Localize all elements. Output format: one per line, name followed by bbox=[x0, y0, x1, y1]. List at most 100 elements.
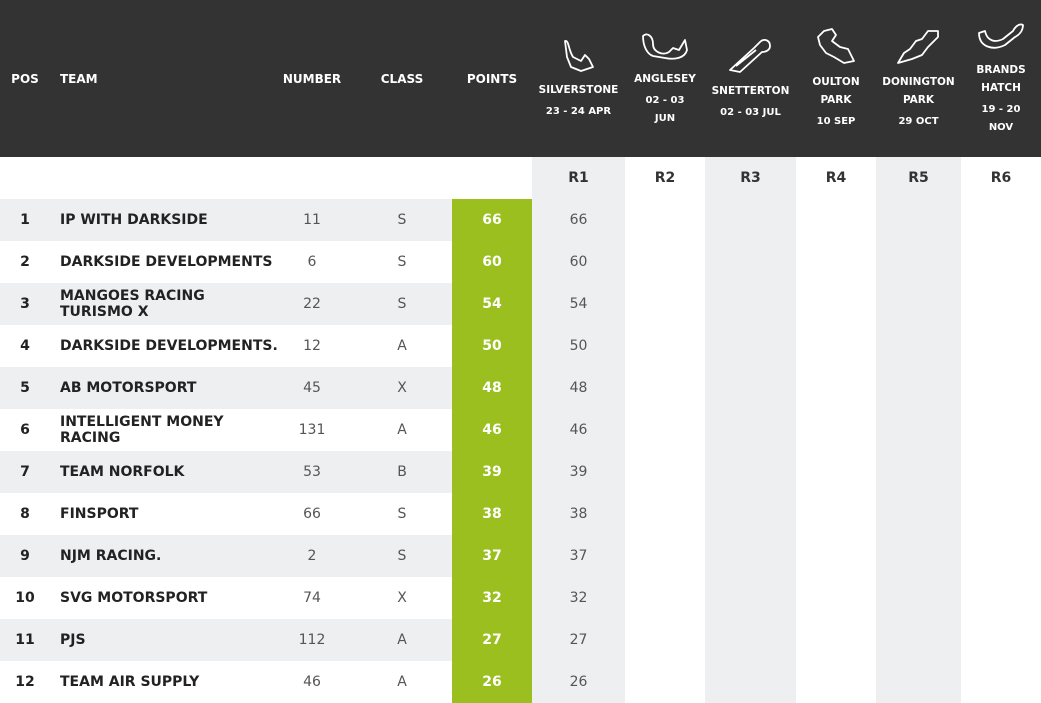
row-points: 37 bbox=[482, 548, 502, 564]
row-number: 74 bbox=[303, 590, 321, 606]
track-name-line: PARK bbox=[902, 93, 935, 106]
row-number: 2 bbox=[307, 548, 317, 564]
row-number: 6 bbox=[307, 254, 317, 270]
row-number: 22 bbox=[303, 296, 321, 312]
points-header: POINTS bbox=[466, 71, 518, 86]
donington-park-track-icon bbox=[896, 29, 939, 64]
round-label-r2: R2 bbox=[654, 170, 676, 186]
row-r1-points: 27 bbox=[569, 632, 588, 648]
row-r1-points: 39 bbox=[569, 464, 588, 480]
track-name: SILVERSTONE bbox=[539, 81, 619, 99]
track-date-line: NOV bbox=[988, 121, 1014, 133]
snetterton-track-icon bbox=[728, 38, 771, 73]
round-column-bg-r5 bbox=[876, 157, 961, 703]
row-points: 26 bbox=[482, 674, 502, 690]
row-class: S bbox=[397, 548, 407, 564]
row-class: A bbox=[397, 632, 407, 648]
row-points: 48 bbox=[482, 380, 502, 396]
row-team: DARKSIDE DEVELOPMENTS bbox=[60, 254, 273, 270]
row-class: S bbox=[397, 506, 407, 522]
row-class: S bbox=[397, 254, 407, 270]
row-team: AB MOTORSPORT bbox=[60, 380, 197, 396]
row-r1-points: 54 bbox=[569, 296, 588, 312]
row-position: 8 bbox=[20, 506, 30, 522]
row-class: A bbox=[397, 674, 407, 690]
row-class: X bbox=[397, 380, 407, 396]
row-position: 6 bbox=[20, 422, 30, 438]
track-date: 10 SEP bbox=[817, 113, 856, 131]
track-header-brands-hatch: BRANDS HATCH 19 - 20 NOV bbox=[961, 0, 1041, 157]
track-date: 02 - 03 JUN bbox=[646, 92, 685, 128]
table-row: 5 AB MOTORSPORT 45 X 48 48 bbox=[0, 367, 1041, 409]
table-row: 1 IP WITH DARKSIDE 11 S 66 66 bbox=[0, 199, 1041, 241]
row-position: 5 bbox=[20, 380, 30, 396]
row-points: 54 bbox=[482, 296, 502, 312]
row-r1-points: 60 bbox=[569, 254, 588, 270]
oulton-park-track-icon bbox=[817, 27, 855, 64]
row-position: 3 bbox=[20, 296, 30, 312]
class-header: CLASS bbox=[380, 71, 424, 86]
table-row: 4 DARKSIDE DEVELOPMENTS. 12 A 50 50 bbox=[0, 325, 1041, 367]
track-header-oulton-park: OULTON PARK 10 SEP bbox=[796, 0, 876, 157]
row-team: FINSPORT bbox=[60, 506, 139, 522]
row-class: S bbox=[397, 296, 407, 312]
row-r1-points: 66 bbox=[569, 212, 588, 228]
track-date-line: 10 SEP bbox=[816, 115, 856, 127]
row-team: INTELLIGENT MONEY RACING bbox=[60, 414, 224, 446]
row-number: 66 bbox=[303, 506, 321, 522]
row-number: 45 bbox=[303, 380, 321, 396]
row-position: 1 bbox=[20, 212, 30, 228]
round-column-bg-r1 bbox=[532, 157, 625, 703]
row-stripe bbox=[0, 451, 452, 493]
track-date-line: 23 - 24 APR bbox=[545, 105, 612, 117]
row-number: 112 bbox=[298, 632, 326, 648]
round-label-r4: R4 bbox=[825, 170, 847, 186]
table-row: 9 NJM RACING. 2 S 37 37 bbox=[0, 535, 1041, 577]
points-column-highlight bbox=[452, 199, 532, 703]
row-stripe bbox=[0, 283, 452, 325]
row-team: TEAM AIR SUPPLY bbox=[60, 674, 200, 690]
track-date-line: 02 - 03 JUL bbox=[720, 106, 781, 118]
row-stripe bbox=[0, 535, 452, 577]
track-name: ANGLESEY bbox=[634, 70, 696, 88]
track-name-line: PARK bbox=[820, 93, 852, 106]
row-r1-points: 46 bbox=[569, 422, 588, 438]
row-points: 32 bbox=[482, 590, 502, 606]
track-date-line: 19 - 20 bbox=[981, 103, 1021, 115]
row-stripe bbox=[0, 619, 452, 661]
round-label-r6: R6 bbox=[990, 170, 1012, 186]
track-name-line: OULTON bbox=[812, 75, 860, 88]
track-name-line: ANGLESEY bbox=[634, 72, 696, 85]
track-name-line: SILVERSTONE bbox=[538, 83, 619, 96]
row-r1-points: 48 bbox=[569, 380, 588, 396]
row-team: SVG MOTORSPORT bbox=[60, 590, 208, 606]
row-team: TEAM NORFOLK bbox=[60, 464, 185, 480]
track-header-silverstone: SILVERSTONE 23 - 24 APR bbox=[532, 0, 625, 157]
row-points: 39 bbox=[482, 464, 502, 480]
table-row: 11 PJS 112 A 27 27 bbox=[0, 619, 1041, 661]
row-position: 10 bbox=[15, 590, 35, 606]
row-number: 12 bbox=[303, 338, 321, 354]
row-points: 60 bbox=[482, 254, 502, 270]
row-points: 66 bbox=[482, 212, 502, 228]
team-header: TEAM bbox=[60, 71, 98, 86]
row-stripe bbox=[0, 367, 452, 409]
row-position: 12 bbox=[15, 674, 35, 690]
pos-header: POS bbox=[11, 71, 39, 86]
table-row: 12 TEAM AIR SUPPLY 46 A 26 26 bbox=[0, 661, 1041, 703]
track-date-line: JUN bbox=[654, 112, 676, 124]
row-points: 46 bbox=[482, 422, 502, 438]
row-points: 50 bbox=[482, 338, 502, 354]
row-r1-points: 38 bbox=[569, 506, 588, 522]
row-team: PJS bbox=[60, 632, 86, 648]
round-label-r1: R1 bbox=[568, 170, 589, 186]
row-r1-points: 37 bbox=[569, 548, 588, 564]
number-header: NUMBER bbox=[282, 71, 342, 86]
row-position: 4 bbox=[20, 338, 30, 354]
row-team: NJM RACING. bbox=[60, 548, 162, 564]
row-stripe bbox=[0, 199, 452, 241]
row-points: 27 bbox=[482, 632, 502, 648]
row-position: 9 bbox=[20, 548, 30, 564]
track-date: 29 OCT bbox=[898, 113, 938, 131]
